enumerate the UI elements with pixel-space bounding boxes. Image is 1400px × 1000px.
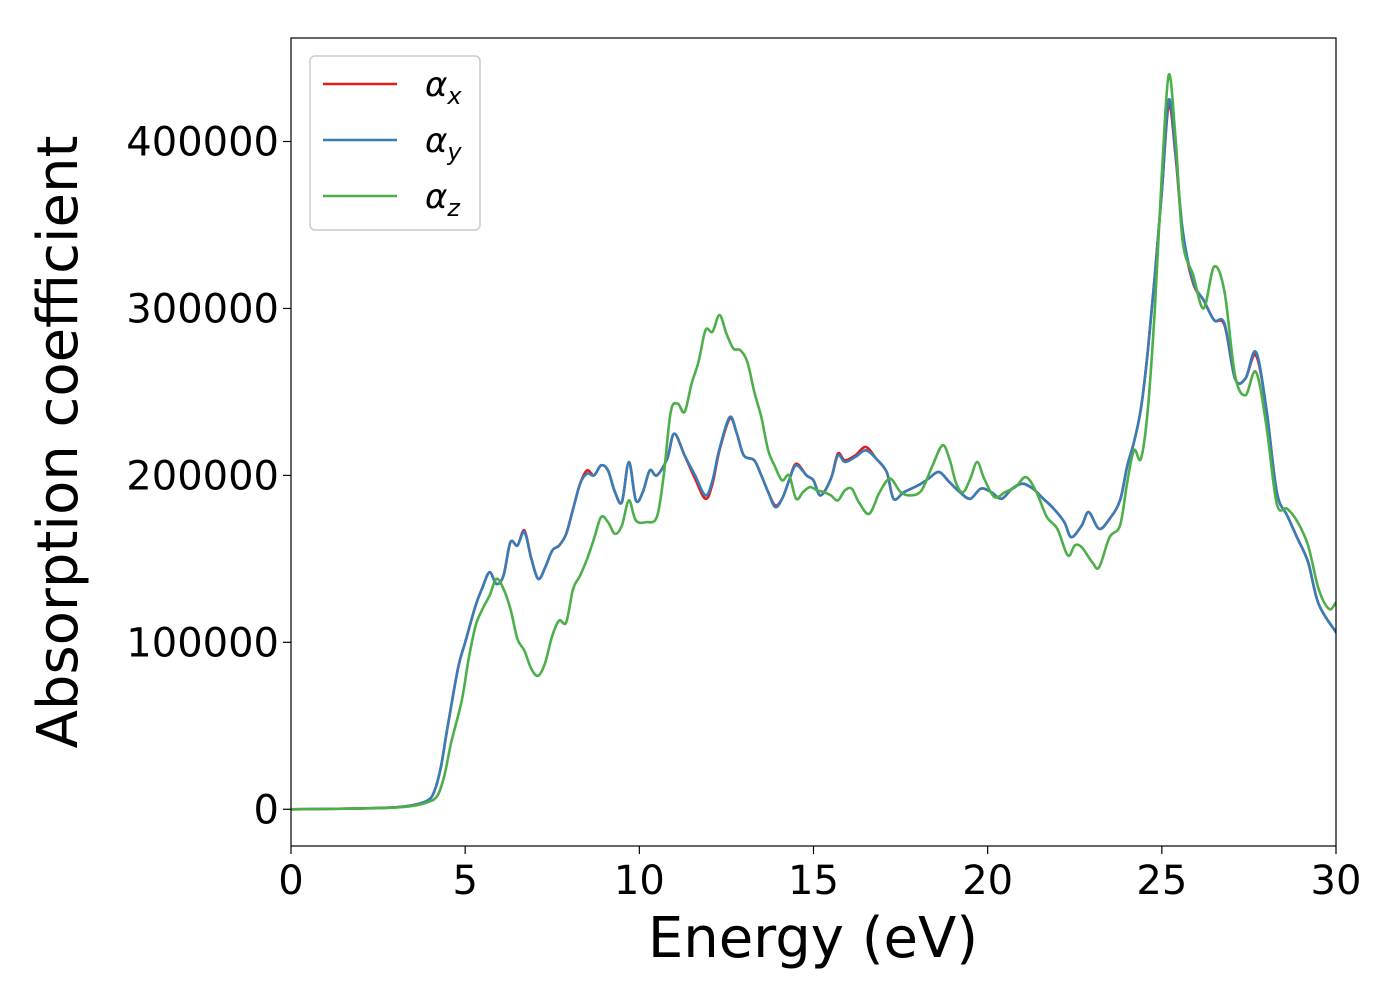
x-tick-label: 0 bbox=[278, 858, 303, 904]
legend-subscript: y bbox=[446, 138, 462, 166]
legend-label-y: αy bbox=[425, 121, 462, 166]
x-tick-label: 5 bbox=[452, 858, 477, 904]
x-tick-label: 30 bbox=[1311, 858, 1362, 904]
x-tick-label: 25 bbox=[1136, 858, 1187, 904]
x-tick-label: 10 bbox=[614, 858, 665, 904]
legend-symbol: α bbox=[425, 65, 447, 105]
y-tick-label: 400000 bbox=[126, 120, 279, 166]
x-axis-title: Energy (eV) bbox=[648, 906, 978, 971]
y-axis: 0 100000 200000 300000 400000 bbox=[126, 120, 291, 833]
x-tick-label: 20 bbox=[962, 858, 1013, 904]
legend-symbol: α bbox=[425, 121, 447, 161]
legend-label-z: αz bbox=[425, 177, 461, 222]
y-tick-label: 100000 bbox=[126, 620, 279, 666]
y-axis-title: Absorption coefficient bbox=[26, 136, 91, 749]
x-tick-label: 15 bbox=[788, 858, 839, 904]
legend-subscript: x bbox=[446, 82, 462, 110]
series-line-z bbox=[291, 73, 1336, 811]
y-tick-label: 0 bbox=[254, 787, 279, 833]
x-axis: 0 5 10 15 20 25 30 bbox=[278, 846, 1361, 904]
legend-subscript: z bbox=[446, 194, 461, 222]
y-tick-label: 300000 bbox=[126, 286, 279, 332]
legend-symbol: α bbox=[425, 177, 447, 217]
series-layer bbox=[291, 73, 1336, 811]
legend-box bbox=[309, 55, 481, 231]
y-tick-label: 200000 bbox=[126, 453, 279, 499]
legend-label-x: αx bbox=[425, 65, 462, 110]
